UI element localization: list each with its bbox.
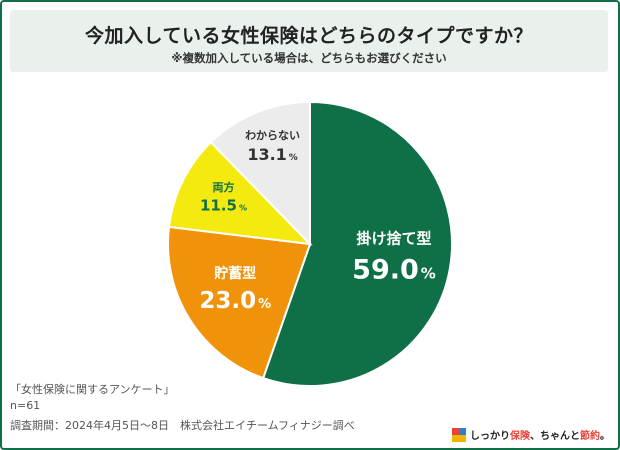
brand-text-b: 保険 xyxy=(510,431,530,442)
slice-label-1: 貯蓄型 xyxy=(214,265,256,282)
pie-slice-1 xyxy=(167,225,312,380)
slice-label-2: 両方 xyxy=(212,180,234,194)
slice-value-3: 13.1% xyxy=(247,145,298,164)
sample-size: n=61 xyxy=(10,399,41,412)
survey-period: 調査期間：2024年4月5日〜8日 株式会社エイチームフィナジー調べ xyxy=(10,419,355,432)
brand-tagline: しっかり保険、ちゃんと節約。 xyxy=(452,427,610,442)
chart-subtitle: ※複数加入している場合は、どちらもお選びください xyxy=(171,51,447,65)
title-box: 今加入している女性保険はどちらのタイプですか？ ※複数加入している場合は、どちら… xyxy=(10,10,608,72)
brand-logo-icon xyxy=(452,427,466,442)
pie-slice-2 xyxy=(167,140,313,246)
brand-text-e: 。 xyxy=(600,431,610,442)
slice-label-0: 掛け捨て型 xyxy=(356,229,431,247)
slice-label-3: わからない xyxy=(245,129,300,142)
brand-text-c: 、ちゃんと xyxy=(530,431,580,442)
brand-text-a: しっかり xyxy=(470,431,510,442)
brand-text-d: 節約 xyxy=(580,431,600,442)
slice-value-2: 11.5% xyxy=(200,196,247,214)
survey-name: 「女性保険に関するアンケート」 xyxy=(10,383,175,396)
slice-value-0: 59.0% xyxy=(352,254,436,285)
chart-title: 今加入している女性保険はどちらのタイプですか？ xyxy=(85,25,533,47)
pie-slice-3 xyxy=(209,100,311,247)
